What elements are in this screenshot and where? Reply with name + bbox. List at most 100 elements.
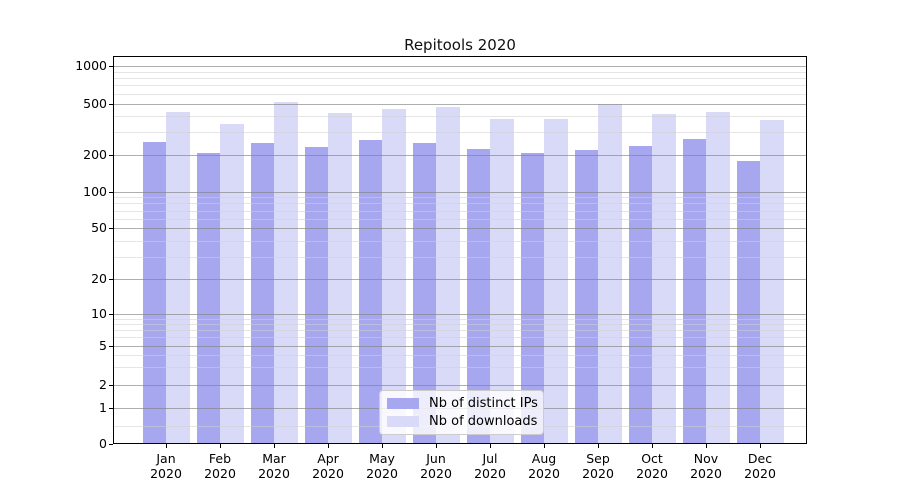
gridline-minor (114, 337, 806, 339)
y-axis-tick-mark (109, 384, 113, 386)
x-axis-tick-label: Jan 2020 (150, 451, 182, 481)
bar-downloads-mar (274, 101, 298, 443)
y-axis-tick-mark (109, 66, 113, 67)
gridline-major (114, 191, 806, 193)
legend-label: Nb of distinct IPs (429, 396, 538, 412)
y-axis-tick-mark (109, 155, 113, 156)
bar-downloads-feb (220, 123, 244, 443)
y-axis-tick-label: 1000 (75, 58, 107, 73)
gridline-minor (114, 71, 806, 73)
gridline-minor (114, 355, 806, 357)
y-axis-tick-mark (109, 407, 113, 409)
bar-downloads-aug (544, 118, 568, 443)
gridline-major (114, 228, 806, 230)
y-axis-tick-label: 10 (91, 306, 107, 321)
x-axis-tick-mark (166, 444, 167, 448)
bar-downloads-jun (436, 107, 460, 443)
x-axis-tick-label: Jul 2020 (474, 451, 506, 481)
bar-downloads-apr (328, 112, 352, 443)
bar-downloads-may (382, 109, 406, 443)
gridline-minor (114, 203, 806, 205)
y-axis-tick-mark (109, 228, 113, 230)
bar-distinct-ips-aug (520, 153, 544, 443)
x-axis-tick-mark (274, 444, 275, 448)
gridline-minor (114, 132, 806, 134)
gridline-minor (114, 240, 806, 242)
legend-swatch-distinct-ips (387, 398, 419, 410)
y-axis-tick-mark (109, 279, 113, 280)
y-axis-tick-label: 5 (99, 337, 107, 353)
x-axis-tick-label: Jun 2020 (420, 451, 452, 481)
bar-distinct-ips-mar (250, 142, 274, 443)
gridline-minor (114, 85, 806, 87)
y-axis-tick-mark (109, 103, 113, 105)
gridline-major (114, 314, 806, 315)
y-axis-tick-mark (109, 345, 113, 347)
y-axis-tick-label: 500 (83, 95, 107, 111)
legend-item: Nb of downloads (387, 413, 538, 429)
x-axis-tick-label: Feb 2020 (204, 451, 236, 481)
x-axis-tick-mark (328, 444, 329, 448)
legend-swatch-downloads (387, 415, 419, 427)
x-axis-tick-label: Aug 2020 (528, 451, 560, 481)
bar-distinct-ips-nov (682, 138, 706, 443)
gridline-minor (114, 256, 806, 258)
y-axis-tick-label: 200 (83, 147, 107, 162)
bar-distinct-ips-may (358, 139, 382, 443)
legend-label: Nb of downloads (429, 413, 538, 429)
y-axis-tick-label: 2 (99, 376, 107, 392)
bar-downloads-jul (490, 118, 514, 443)
y-axis-tick-mark (109, 314, 113, 315)
gridline-major (114, 384, 806, 386)
y-axis-tick-label: 1 (99, 399, 107, 415)
bar-distinct-ips-sep (574, 150, 598, 443)
y-axis-tick-label: 0 (99, 435, 107, 451)
bar-distinct-ips-jan (142, 142, 166, 443)
x-axis-tick-label: Nov 2020 (690, 451, 722, 481)
gridline-minor (114, 324, 806, 326)
gridline-major (114, 279, 806, 280)
y-axis-tick-mark (109, 191, 113, 193)
x-axis-tick-label: Apr 2020 (312, 451, 344, 481)
gridline-major (114, 345, 806, 347)
legend-item: Nb of distinct IPs (387, 396, 538, 412)
gridline-major (114, 103, 806, 105)
x-axis-tick-mark (706, 444, 707, 448)
gridline-minor (114, 116, 806, 118)
bar-downloads-jan (166, 111, 190, 443)
gridline-minor (114, 330, 806, 332)
x-axis-tick-label: Oct 2020 (636, 451, 668, 481)
gridline-minor (114, 197, 806, 199)
bar-downloads-sep (598, 103, 622, 443)
legend: Nb of distinct IPs Nb of downloads (379, 390, 544, 435)
x-axis-tick-label: Dec 2020 (744, 451, 776, 481)
x-axis-tick-mark (436, 444, 437, 448)
x-axis-tick-mark (760, 444, 761, 448)
gridline-minor (114, 218, 806, 220)
bar-distinct-ips-oct (628, 146, 652, 443)
gridline-minor (114, 367, 806, 369)
gridline-minor (114, 93, 806, 95)
gridline-major (114, 155, 806, 156)
y-axis-tick-mark (109, 443, 113, 445)
x-axis-tick-mark (490, 444, 491, 448)
x-axis-tick-mark (382, 444, 383, 448)
x-axis-tick-label: May 2020 (366, 451, 398, 481)
bar-distinct-ips-feb (196, 153, 220, 443)
gridline-major (114, 66, 806, 67)
gridline-minor (114, 210, 806, 212)
bar-downloads-dec (760, 119, 784, 443)
x-axis-tick-mark (598, 444, 599, 448)
x-axis-tick-label: Mar 2020 (258, 451, 290, 481)
bar-downloads-nov (706, 112, 730, 443)
chart-title: Repitools 2020 (404, 36, 516, 54)
y-axis-tick-label: 100 (83, 183, 107, 199)
x-axis-tick-mark (544, 444, 545, 448)
bar-distinct-ips-apr (304, 146, 328, 443)
plot-area (113, 56, 807, 444)
x-axis-tick-mark (652, 444, 653, 448)
y-axis-tick-label: 20 (91, 271, 107, 286)
bar-distinct-ips-jul (466, 149, 490, 443)
bar-distinct-ips-dec (736, 160, 760, 443)
